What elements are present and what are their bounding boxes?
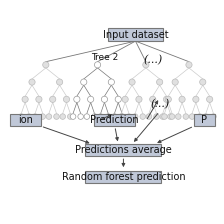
Circle shape [129,79,135,85]
FancyBboxPatch shape [10,114,41,126]
Circle shape [126,114,132,119]
Circle shape [203,114,209,119]
Circle shape [36,96,42,102]
Circle shape [112,114,117,119]
FancyBboxPatch shape [194,114,215,126]
Circle shape [67,114,73,119]
Circle shape [186,62,192,68]
Circle shape [193,96,199,102]
Circle shape [106,114,111,119]
Circle shape [168,114,173,119]
Circle shape [78,114,84,119]
Text: Predictions average: Predictions average [75,145,172,155]
Circle shape [157,79,163,85]
Circle shape [160,114,166,119]
Circle shape [169,114,175,119]
FancyBboxPatch shape [86,171,161,183]
Circle shape [46,114,52,119]
Circle shape [211,114,216,119]
Circle shape [81,79,87,85]
Circle shape [207,96,213,102]
Circle shape [92,114,97,119]
Text: Input dataset: Input dataset [103,30,168,40]
Circle shape [143,62,149,68]
Circle shape [146,114,152,119]
Circle shape [70,114,76,119]
Circle shape [200,79,206,85]
Circle shape [40,114,45,119]
Text: P: P [202,115,207,125]
Circle shape [119,114,125,119]
Circle shape [175,114,181,119]
Circle shape [179,96,185,102]
Circle shape [183,114,189,119]
FancyBboxPatch shape [108,28,163,41]
Circle shape [60,114,65,119]
Circle shape [22,96,28,102]
Circle shape [115,96,121,102]
Circle shape [19,114,24,119]
Circle shape [108,79,114,85]
Circle shape [32,114,38,119]
Circle shape [43,62,49,68]
Circle shape [84,114,90,119]
Circle shape [136,96,142,102]
FancyBboxPatch shape [86,144,161,156]
Circle shape [197,114,202,119]
Circle shape [150,96,156,102]
Circle shape [95,62,101,68]
Text: Prediction: Prediction [90,115,139,125]
Circle shape [189,114,195,119]
Circle shape [101,96,108,102]
Circle shape [50,96,56,102]
Text: Tree 2: Tree 2 [91,53,118,62]
Circle shape [88,96,94,102]
Text: (...): (...) [150,99,169,110]
Text: (...): (...) [143,54,162,65]
FancyBboxPatch shape [94,114,136,126]
Circle shape [54,114,59,119]
Circle shape [122,96,128,102]
Circle shape [118,114,124,119]
Text: ion: ion [18,115,32,125]
Circle shape [74,96,80,102]
Circle shape [154,114,159,119]
Circle shape [26,114,32,119]
Circle shape [172,79,178,85]
Circle shape [162,114,167,119]
Circle shape [98,114,103,119]
Circle shape [165,96,171,102]
Circle shape [29,79,35,85]
Circle shape [140,114,146,119]
Circle shape [56,79,63,85]
Circle shape [63,96,70,102]
Circle shape [132,114,138,119]
Text: Random forest prediction: Random forest prediction [62,172,185,182]
Circle shape [164,96,170,102]
